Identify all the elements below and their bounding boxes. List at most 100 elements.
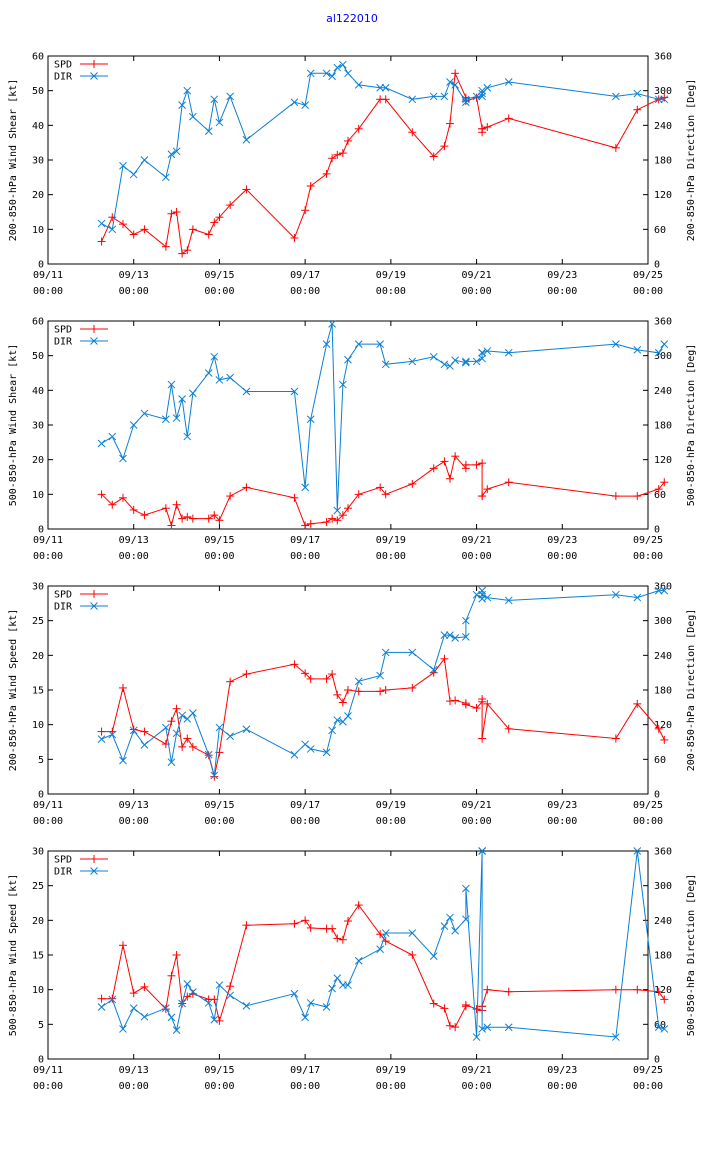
spd-point [344, 686, 352, 694]
dir-point [472, 1033, 481, 1041]
dir-point [381, 360, 390, 369]
dir-point [462, 616, 470, 625]
dir-point [660, 1025, 669, 1033]
spd-point [183, 992, 192, 1001]
dir-point [654, 348, 663, 357]
spd-point [242, 185, 251, 194]
legend-label-spd: SPD [54, 60, 72, 71]
dir-point [478, 348, 486, 357]
dir-series-line [101, 590, 665, 776]
dir-marker-stroke [633, 89, 642, 98]
y-tick-label: 5 [38, 755, 44, 766]
dir-point [654, 95, 663, 104]
spd-point [483, 123, 492, 132]
dir-point [344, 712, 352, 720]
spd-point [408, 479, 417, 488]
dir-marker-stroke [215, 981, 224, 989]
dir-point [429, 352, 438, 361]
spd-point [478, 695, 487, 704]
dir-point [376, 340, 384, 348]
dir-marker-stroke [140, 741, 149, 749]
dir-marker-stroke [408, 95, 417, 104]
y-tick-label: 0 [38, 525, 44, 536]
x-tick-label-time: 00:00 [547, 816, 577, 827]
spd-point [301, 206, 310, 215]
spd-point [226, 982, 235, 991]
spd-point [654, 987, 663, 996]
dir-marker-stroke [328, 984, 336, 993]
legend-label-spd: SPD [54, 590, 72, 601]
dir-point [504, 596, 513, 605]
spd-point [108, 213, 117, 222]
dir-marker-stroke [204, 750, 213, 759]
spd-point [172, 208, 181, 216]
dir-point [612, 590, 620, 599]
spd-point [354, 124, 363, 133]
dir-point [204, 999, 213, 1007]
dir-point [654, 1023, 663, 1032]
dir-marker-stroke [462, 616, 470, 625]
dir-marker-stroke [472, 357, 481, 366]
spd-point [215, 213, 224, 222]
dir-point [381, 929, 390, 937]
dir-point [376, 671, 384, 680]
y-tick-label: 5 [38, 1020, 44, 1031]
spd-point [290, 660, 299, 669]
dir-marker-stroke [654, 1023, 663, 1032]
dir-point [446, 913, 454, 922]
spd-point [504, 987, 513, 996]
spd-point [338, 698, 347, 707]
spd-point [483, 985, 492, 994]
x-tick-label-time: 00:00 [376, 1081, 406, 1092]
dir-point [376, 945, 384, 954]
spd-series-line [101, 455, 665, 528]
spd-point [483, 699, 492, 708]
dir-marker-stroke [354, 81, 363, 89]
dir-point [429, 665, 438, 674]
y2-tick-label: 60 [654, 225, 666, 236]
dir-marker-stroke [344, 981, 352, 989]
spd-point [167, 971, 176, 980]
y2-axis-label: 200-850-hPa Direction [Deg] [686, 79, 697, 242]
spd-point [461, 700, 470, 709]
spd-point [242, 670, 251, 679]
dir-point [328, 320, 336, 328]
dir-marker-stroke [440, 360, 449, 369]
dir-marker-stroke [344, 712, 352, 720]
legend-label-dir: DIR [54, 72, 73, 83]
dir-marker-stroke [290, 98, 299, 107]
dir-point [462, 884, 470, 893]
dir-point [242, 135, 251, 144]
x-tick-label-time: 00:00 [33, 816, 63, 827]
spd-point [328, 514, 337, 523]
spd-point [376, 483, 385, 492]
dir-point [354, 340, 363, 348]
dir-point [429, 92, 438, 101]
dir-marker-stroke [451, 81, 459, 89]
spd-point [429, 152, 438, 161]
dir-point [633, 89, 642, 98]
chart-500-850-speed: 05101520253006012018024030036009/1100:00… [8, 847, 697, 1093]
spd-point [301, 521, 310, 530]
dir-point [215, 981, 224, 989]
spd-series-line [101, 904, 665, 1028]
dir-point [226, 991, 234, 1000]
x-tick-label-time: 00:00 [633, 551, 663, 562]
dir-point [129, 726, 138, 735]
y2-tick-label: 60 [654, 755, 666, 766]
chart-200-850-speed: 05101520253006012018024030036009/1100:00… [8, 582, 697, 828]
dir-marker-stroke [204, 369, 213, 377]
spd-point [204, 514, 213, 523]
dir-marker-stroke [478, 847, 486, 855]
dir-series-line [101, 850, 665, 1038]
x-tick-label-date: 09/23 [547, 270, 577, 281]
dir-marker-stroke [210, 95, 219, 104]
x-tick-label-time: 00:00 [290, 286, 320, 297]
spd-point [119, 941, 127, 950]
legend-label-dir: DIR [54, 337, 73, 348]
x-tick-label-time: 00:00 [633, 1081, 663, 1092]
spd-point [183, 246, 192, 255]
spd-point [306, 519, 315, 528]
dir-point [178, 711, 186, 720]
dir-point [660, 340, 669, 348]
